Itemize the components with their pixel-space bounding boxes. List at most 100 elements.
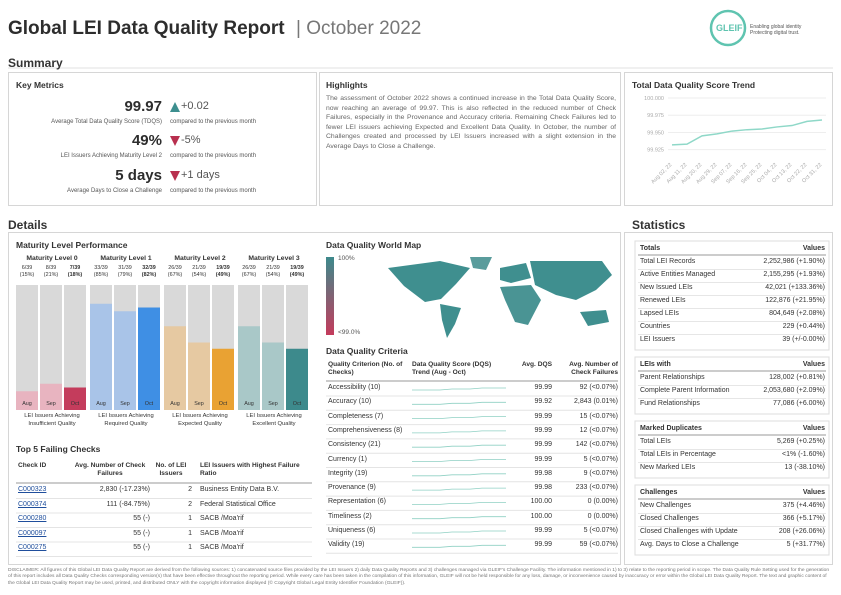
bar-value-label: 21/39 (54%) [191,265,207,278]
stat-value: 229 (+0.44%) [782,323,825,330]
stat-group-frame [634,356,830,415]
continent [500,285,541,325]
panel-title: Highlights [326,80,368,90]
table-cell: 99.99 [534,412,552,420]
stat-name: New Marked LEIs [640,464,696,471]
key-metrics-panel [8,72,317,206]
table-cell: Integrity (19) [328,469,368,477]
bar-value-label: 7/39 (18%) [67,265,83,278]
bar-value-label: 31/39 (79%) [117,265,133,278]
check-id-link[interactable]: C000275 [18,544,47,551]
table-cell: Business Entity Data B.V. [200,486,280,493]
stat-group-head: Values [802,361,825,368]
sparkline [412,459,506,462]
table-cell: 59 (<0.07%) [579,541,618,549]
stat-name: Parent Relationships [640,374,705,381]
metric-change: +1 days [181,169,220,181]
table-cell: 0 (0.00%) [587,498,618,506]
column-header: No. of LEI Issuers [155,462,187,477]
stat-value: 39 (+/-0.00%) [782,336,825,343]
stat-name: Active Entities Managed [640,271,716,278]
table-cell: SACB /Moa'rif [200,544,244,551]
column-header: Check ID [18,462,47,469]
table-cell: 99.99 [534,527,552,534]
check-id-link[interactable]: C000374 [18,500,47,508]
panel-title: Maturity Level 0 [26,255,78,262]
bar-value-label: 32/39 (82%) [141,265,157,278]
metric-change: -5% [181,134,201,146]
table-cell: 99.99 [534,384,552,391]
bar-caption: LEI Issuers Achieving Excellent Quality [246,413,302,427]
bar [16,391,38,410]
table-cell: Uniqueness (6) [328,527,376,534]
bar-caption: LEI Issuers Achieving Required Quality [98,413,154,427]
table-cell: Provenance (9) [328,484,376,492]
bar-value-label: 26/39 (67%) [241,265,257,278]
trend-arrow [170,171,180,181]
stat-value: <1% (-1.60%) [782,451,825,458]
bar [138,307,160,410]
trend-panel [624,72,833,206]
table-cell: 99.99 [534,455,552,463]
sparkline [412,544,506,548]
table-title: Top 5 Failing Checks [16,444,101,454]
stat-name: Complete Parent Information [640,387,730,394]
highlights-text: The assessment of October 2022 shows a c… [326,95,616,150]
check-id-link[interactable]: C000280 [18,515,47,522]
continent [440,304,461,338]
table-cell: 12 (<0.07%) [579,426,618,434]
table-cell: 2,843 (0.01%) [574,398,618,406]
stat-name: Lapsed LEIs [640,310,679,317]
table-cell: 15 (<0.07%) [579,412,618,420]
panel-title: Maturity Level 1 [100,255,152,262]
table-cell: 2 [188,486,192,493]
bar-value-label: 19/39 (49%) [289,265,305,278]
bar-caption: LEI Issuers Achieving Expected Quality [172,413,228,427]
table-cell: Federal Statistical Office [200,500,276,508]
table-cell: 1 [188,529,192,537]
metric-value: 5 days [115,167,162,184]
table-cell: 99.98 [534,469,552,477]
stat-group-name: LEIs with [640,361,671,368]
metric-note: compared to the previous month [170,119,257,125]
chart-title: Total Data Quality Score Trend [632,80,756,90]
bar [262,342,284,410]
table-cell: Currency (1) [328,455,367,463]
table-cell: 55 (-) [133,515,150,522]
sparkline [412,516,506,520]
bar-category: Oct [70,401,80,407]
bar [212,348,234,410]
check-id-link[interactable]: C000097 [18,529,47,537]
continent [580,310,609,326]
y-tick-label: 99.975 [647,113,664,119]
stat-group-name: Totals [640,245,661,252]
world-map [388,257,612,338]
bar [114,311,136,410]
logo-text: GLEIF [716,23,743,33]
section-title: Summary [8,56,63,70]
table-cell: 1 [188,515,192,522]
column-header: Data Quality Score (DQS) Trend (Aug - Oc… [412,361,492,376]
table-cell: Completeness (7) [328,412,384,420]
report-period: | October 2022 [296,18,422,39]
table-cell: Timeliness (2) [328,512,372,520]
sparkline [412,444,506,448]
section-title: Details [8,218,48,232]
table-cell: 100.00 [530,512,552,520]
stat-name: Avg. Days to Close a Challenge [640,541,739,548]
column-header: LEI Issuers with Highest Failure Ratio [200,462,300,477]
stat-name: Closed Challenges [640,515,699,522]
stat-name: Countries [640,323,670,330]
check-id-link[interactable]: C000323 [18,486,47,493]
trend-arrow [170,136,180,146]
table-cell: 142 (<0.07%) [575,441,618,449]
table-cell: Accessibility (10) [328,384,381,391]
stat-value: 2,155,295 (+1.93%) [763,271,825,278]
bar-category: Oct [292,401,302,407]
table-cell: 0 (0.00%) [587,512,618,520]
column-header: Quality Criterion (No. of Checks) [328,361,403,376]
bar-category: Aug [96,401,106,407]
continent [530,261,612,300]
bar-value-label: 19/39 (49%) [215,265,231,278]
stat-name: Closed Challenges with Update [640,528,738,535]
